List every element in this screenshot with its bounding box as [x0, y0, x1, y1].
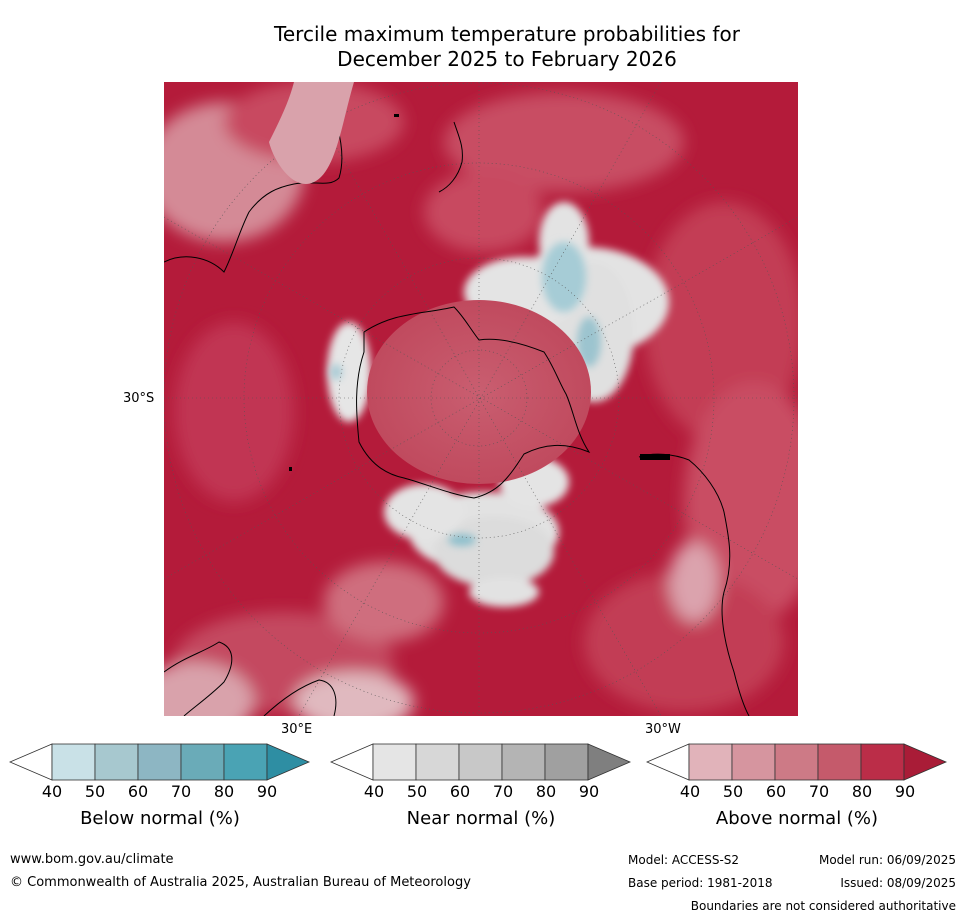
- colorbar-above-svg: [646, 743, 948, 781]
- below-normal-patches: [330, 242, 601, 546]
- tick-label: 60: [765, 782, 787, 801]
- tick-label: 80: [851, 782, 873, 801]
- colorbar-near-title: Near normal (%): [406, 808, 556, 829]
- model-run-text: Model run: 06/09/2025: [818, 853, 956, 867]
- longitude-label-30w: 30°W: [645, 722, 681, 737]
- graticule: [163, 81, 799, 717]
- tick-label: 50: [722, 782, 744, 801]
- title-line-1: Tercile maximum temperature probabilitie…: [274, 22, 740, 46]
- tick-label: 50: [406, 782, 428, 801]
- tick-label: 70: [170, 782, 192, 801]
- colorbar-above-normal: [646, 743, 948, 781]
- colorbar-below-svg: [9, 743, 311, 781]
- tick-label: 80: [535, 782, 557, 801]
- latitude-label-30s: 30°S: [123, 391, 155, 406]
- polar-map: [134, 81, 824, 742]
- issued-text: Issued: 08/09/2025: [840, 876, 956, 890]
- tick-label: 90: [894, 782, 916, 801]
- copyright-text: © Commonwealth of Australia 2025, Austra…: [10, 875, 471, 890]
- model-text: Model: ACCESS-S2: [628, 853, 740, 867]
- longitude-label-30e: 30°E: [281, 722, 313, 737]
- colorbar-near-svg: [330, 743, 632, 781]
- australia-shading: [269, 82, 354, 184]
- colorbar-below-normal: [9, 743, 311, 781]
- website-link[interactable]: www.bom.gov.au/climate: [10, 852, 174, 867]
- antarctica: [367, 300, 591, 484]
- colorbar-below-title: Below normal (%): [80, 808, 240, 829]
- colorbar-near-normal: [330, 743, 632, 781]
- tick-label: 90: [578, 782, 600, 801]
- small-islands: [289, 114, 670, 471]
- tick-label: 60: [449, 782, 471, 801]
- tick-label: 60: [127, 782, 149, 801]
- base-period-text: Base period: 1981-2018: [628, 876, 773, 890]
- colorbar-above-title: Above normal (%): [715, 808, 879, 829]
- chart-title: Tercile maximum temperature probabilitie…: [160, 22, 854, 72]
- tick-label: 90: [256, 782, 278, 801]
- title-line-2: December 2025 to February 2026: [337, 47, 677, 71]
- tick-label: 50: [84, 782, 106, 801]
- map-canvas: [134, 81, 824, 742]
- tick-label: 40: [679, 782, 701, 801]
- tick-label: 40: [363, 782, 385, 801]
- tick-label: 70: [492, 782, 514, 801]
- disclaimer-text: Boundaries are not considered authoritat…: [690, 899, 956, 913]
- tick-label: 80: [213, 782, 235, 801]
- tick-label: 70: [808, 782, 830, 801]
- tick-label: 40: [41, 782, 63, 801]
